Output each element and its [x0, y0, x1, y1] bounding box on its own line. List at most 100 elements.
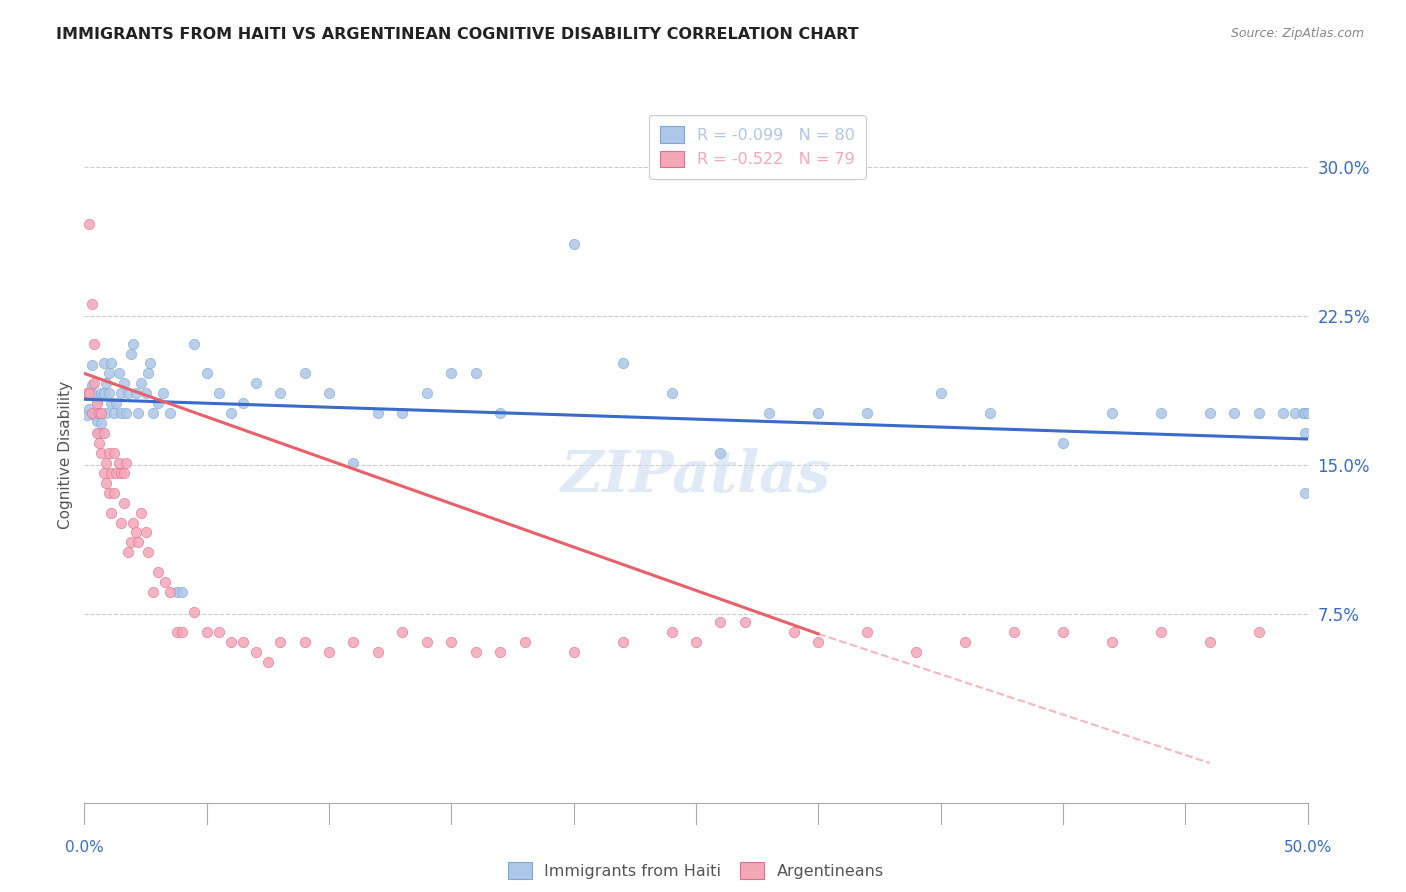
Point: [96, 456, 118, 470]
Point: [1247, 406, 1270, 420]
Point: [245, 645, 267, 659]
Point: [232, 634, 254, 648]
Point: [80, 359, 103, 373]
Point: [77, 386, 100, 401]
Point: [103, 446, 125, 460]
Point: [807, 406, 830, 420]
Point: [129, 376, 152, 391]
Point: [856, 624, 879, 639]
Point: [90, 416, 112, 430]
Point: [758, 406, 780, 420]
Point: [77, 402, 100, 417]
Point: [1294, 485, 1316, 500]
Point: [245, 376, 267, 391]
Point: [661, 624, 683, 639]
Text: ZIPatlas: ZIPatlas: [561, 448, 831, 504]
Point: [208, 386, 231, 401]
Point: [685, 634, 707, 648]
Point: [135, 525, 157, 540]
Point: [86, 396, 108, 410]
Point: [734, 615, 756, 629]
Point: [86, 425, 108, 440]
Point: [146, 396, 169, 410]
Point: [96, 406, 118, 420]
Point: [76, 386, 98, 401]
Point: [709, 446, 731, 460]
Point: [80, 406, 103, 420]
Point: [612, 634, 634, 648]
Point: [112, 376, 135, 391]
Point: [183, 336, 205, 351]
Point: [122, 516, 145, 530]
Point: [93, 466, 115, 480]
Point: [257, 655, 280, 669]
Point: [979, 406, 1001, 420]
Point: [117, 386, 139, 401]
Point: [115, 456, 138, 470]
Point: [1272, 406, 1295, 420]
Point: [219, 406, 242, 420]
Point: [142, 585, 165, 599]
Point: [117, 545, 139, 559]
Point: [464, 645, 486, 659]
Point: [87, 436, 110, 450]
Point: [115, 406, 138, 420]
Point: [1150, 624, 1173, 639]
Point: [93, 356, 115, 370]
Text: 50.0%: 50.0%: [1284, 840, 1331, 855]
Point: [159, 585, 181, 599]
Point: [953, 634, 976, 648]
Point: [1294, 425, 1316, 440]
Point: [783, 624, 806, 639]
Point: [391, 624, 413, 639]
Point: [166, 624, 188, 639]
Point: [489, 645, 512, 659]
Point: [269, 634, 291, 648]
Point: [513, 634, 536, 648]
Point: [77, 217, 100, 231]
Point: [93, 386, 115, 401]
Point: [103, 485, 125, 500]
Point: [807, 634, 830, 648]
Point: [562, 237, 585, 252]
Point: [195, 367, 218, 381]
Point: [391, 406, 413, 420]
Point: [100, 506, 122, 520]
Point: [342, 456, 364, 470]
Point: [905, 645, 928, 659]
Point: [232, 396, 254, 410]
Point: [856, 406, 879, 420]
Point: [153, 575, 176, 590]
Point: [90, 406, 112, 420]
Point: [87, 406, 110, 420]
Point: [269, 386, 291, 401]
Point: [1292, 406, 1315, 420]
Point: [76, 408, 98, 422]
Point: [318, 386, 340, 401]
Point: [1296, 406, 1319, 420]
Point: [97, 367, 120, 381]
Point: [219, 634, 242, 648]
Point: [125, 525, 148, 540]
Point: [100, 396, 122, 410]
Point: [125, 386, 148, 401]
Point: [1101, 406, 1123, 420]
Point: [195, 624, 218, 639]
Point: [367, 406, 389, 420]
Point: [112, 466, 135, 480]
Point: [440, 634, 463, 648]
Point: [1284, 406, 1306, 420]
Point: [97, 386, 120, 401]
Point: [318, 645, 340, 659]
Point: [87, 425, 110, 440]
Point: [709, 615, 731, 629]
Point: [103, 406, 125, 420]
Point: [136, 367, 159, 381]
Legend: Immigrants from Haiti, Argentineans: Immigrants from Haiti, Argentineans: [501, 856, 891, 885]
Point: [489, 406, 512, 420]
Point: [86, 394, 108, 409]
Point: [1101, 634, 1123, 648]
Point: [139, 356, 162, 370]
Point: [83, 376, 105, 391]
Point: [294, 367, 316, 381]
